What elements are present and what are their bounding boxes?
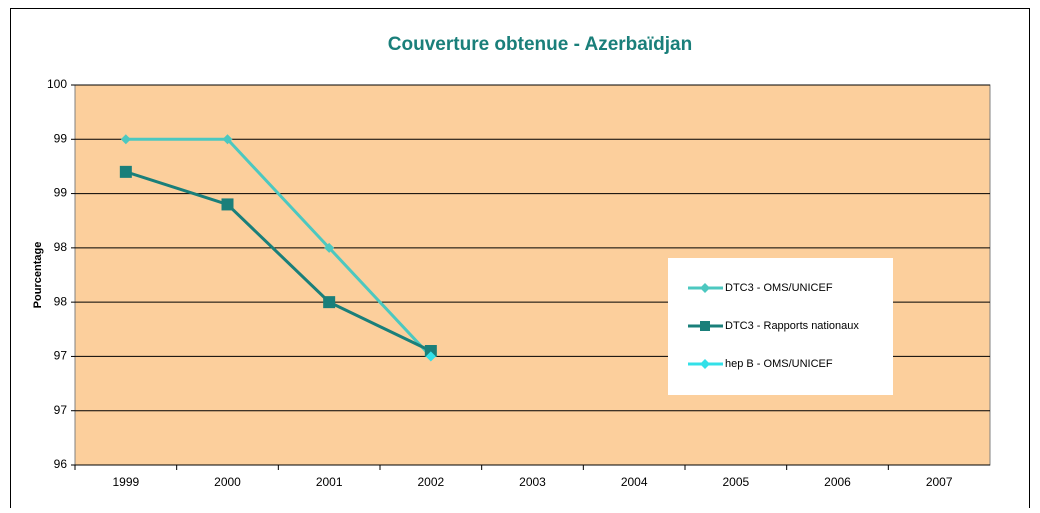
- x-tick-label: 2006: [824, 475, 851, 489]
- legend-label: hep B - OMS/UNICEF: [725, 358, 833, 370]
- y-tick-label: 100: [47, 77, 67, 91]
- marker: [700, 283, 710, 293]
- y-axis-label: Pourcentage: [32, 242, 44, 309]
- series-line: [125, 137, 432, 358]
- y-tick-label: 98: [54, 240, 68, 254]
- x-tick-label: 2003: [519, 475, 546, 489]
- marker: [425, 351, 436, 362]
- x-tick-label: 2004: [621, 475, 648, 489]
- marker: [323, 296, 336, 309]
- x-tick-label: 2005: [722, 475, 749, 489]
- y-tick-label: 97: [54, 349, 68, 363]
- y-tick-label: 96: [54, 457, 68, 471]
- y-tick-label: 99: [54, 186, 68, 200]
- x-tick-label: 2007: [926, 475, 953, 489]
- y-tick-label: 99: [54, 131, 68, 145]
- marker: [700, 359, 710, 369]
- x-tick-label: 2001: [316, 475, 343, 489]
- x-tick-label: 2002: [417, 475, 444, 489]
- y-tick-label: 98: [54, 294, 68, 308]
- marker: [222, 134, 233, 145]
- marker: [424, 345, 437, 357]
- marker: [119, 165, 132, 178]
- marker: [120, 134, 131, 145]
- x-tick-label: 1999: [112, 475, 139, 489]
- y-tick-label: 97: [54, 403, 68, 417]
- series-line: [125, 170, 432, 353]
- x-tick-label: 2000: [214, 475, 241, 489]
- marker: [700, 321, 710, 331]
- legend-label: DTC3 - OMS/UNICEF: [725, 282, 833, 294]
- chart-title: Couverture obtenue - Azerbaïdjan: [388, 34, 692, 55]
- marker: [324, 242, 335, 253]
- legend-label: DTC3 - Rapports nationaux: [725, 320, 859, 332]
- marker: [221, 198, 234, 211]
